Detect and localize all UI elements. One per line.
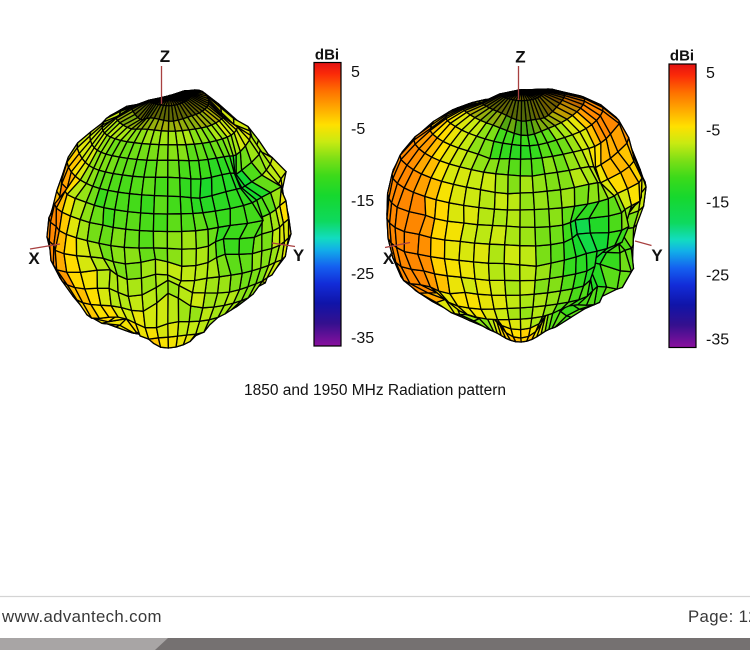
svg-text:Z: Z [515, 48, 525, 67]
svg-text:-35: -35 [706, 332, 729, 349]
svg-text:-35: -35 [351, 330, 374, 347]
svg-text:Y: Y [651, 246, 663, 265]
svg-text:-15: -15 [706, 195, 729, 212]
svg-text:X: X [28, 249, 40, 268]
svg-text:dBi: dBi [315, 47, 339, 64]
svg-text:1850 and 1950 MHz Radiation pa: 1850 and 1950 MHz Radiation pattern [244, 382, 506, 399]
svg-text:-5: -5 [351, 121, 365, 138]
svg-text:Page: 12: Page: 12 [688, 607, 750, 626]
svg-text:Z: Z [160, 47, 170, 66]
svg-text:dBi: dBi [670, 48, 694, 65]
svg-text:-25: -25 [351, 266, 374, 283]
svg-text:-15: -15 [351, 193, 374, 210]
svg-text:X: X [383, 249, 395, 268]
svg-text:www.advantech.com: www.advantech.com [1, 607, 162, 626]
svg-text:-5: -5 [706, 123, 720, 140]
svg-text:5: 5 [706, 65, 715, 82]
svg-text:Y: Y [293, 246, 305, 265]
svg-text:-25: -25 [706, 268, 729, 285]
svg-text:5: 5 [351, 64, 360, 81]
